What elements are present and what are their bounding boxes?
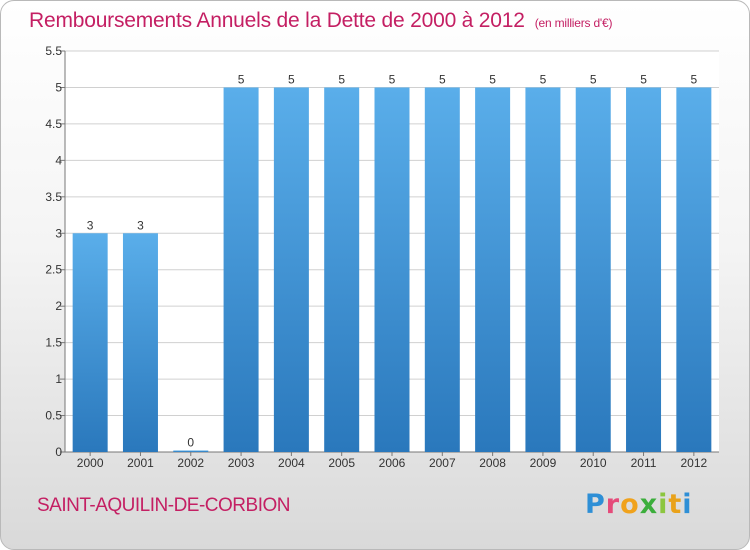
proxiti-logo: Proxiti (585, 489, 693, 520)
bar-2009 (525, 87, 561, 453)
chart-title-text: Remboursements Annuels de la Dette de 20… (29, 9, 525, 32)
x-tick-label-2010: 2010 (580, 456, 607, 470)
x-tick-label-2008: 2008 (479, 456, 506, 470)
x-tick-label-2002: 2002 (177, 456, 204, 470)
commune-name: SAINT-AQUILIN-DE-CORBION (37, 495, 290, 516)
bar-2005 (324, 87, 360, 453)
y-tick-label: 0.5 (45, 409, 62, 423)
data-label-2012: 5 (691, 72, 698, 86)
y-tick-label: 2.5 (45, 263, 62, 277)
data-label-2010: 5 (590, 72, 597, 86)
bar-2008 (475, 87, 511, 453)
y-tick-label: 4.5 (45, 117, 62, 131)
bar-2011 (626, 87, 662, 453)
data-label-2009: 5 (540, 72, 547, 86)
data-label-2007: 5 (439, 72, 446, 86)
x-tick-label-2001: 2001 (127, 456, 154, 470)
bar-2007 (424, 87, 460, 453)
x-tick-label-2004: 2004 (278, 456, 305, 470)
x-tick-label-2007: 2007 (429, 456, 456, 470)
data-label-2008: 5 (489, 72, 496, 86)
data-label-2004: 5 (288, 72, 295, 86)
y-tick-label: 3.5 (45, 190, 62, 204)
x-tick-label-2003: 2003 (228, 456, 255, 470)
data-label-2011: 5 (640, 72, 647, 86)
y-tick-label: 2 (55, 299, 62, 313)
data-label-2001: 3 (137, 218, 144, 232)
data-label-2002: 0 (187, 436, 194, 450)
bar-2012 (676, 87, 712, 453)
y-tick-label: 0 (55, 445, 62, 459)
y-tick-label: 1.5 (45, 336, 62, 350)
bar-2002 (173, 450, 209, 452)
chart-title: Remboursements Annuels de la Dette de 20… (29, 9, 612, 33)
bar-2010 (575, 87, 611, 453)
y-tick-label: 4 (55, 153, 62, 167)
x-tick-label-2009: 2009 (530, 456, 557, 470)
x-tick-label-2005: 2005 (328, 456, 355, 470)
y-tick-label: 5.5 (45, 44, 62, 58)
x-tick-label-2000: 2000 (77, 456, 104, 470)
bar-2003 (223, 87, 259, 453)
y-tick-label: 5 (55, 80, 62, 94)
bar-2006 (374, 87, 410, 453)
data-label-2005: 5 (338, 72, 345, 86)
data-label-2000: 3 (87, 218, 94, 232)
bar-2000 (72, 233, 108, 452)
x-tick-label-2012: 2012 (680, 456, 707, 470)
data-label-2006: 5 (389, 72, 396, 86)
data-label-2003: 5 (238, 72, 245, 86)
x-tick-label-2006: 2006 (379, 456, 406, 470)
y-tick-label: 3 (55, 226, 62, 240)
bar-2004 (273, 87, 309, 453)
chart-unit: (en milliers d'€) (534, 16, 613, 30)
y-tick-label: 1 (55, 372, 62, 386)
x-tick-label-2011: 2011 (631, 456, 657, 470)
bar-2001 (122, 233, 158, 452)
